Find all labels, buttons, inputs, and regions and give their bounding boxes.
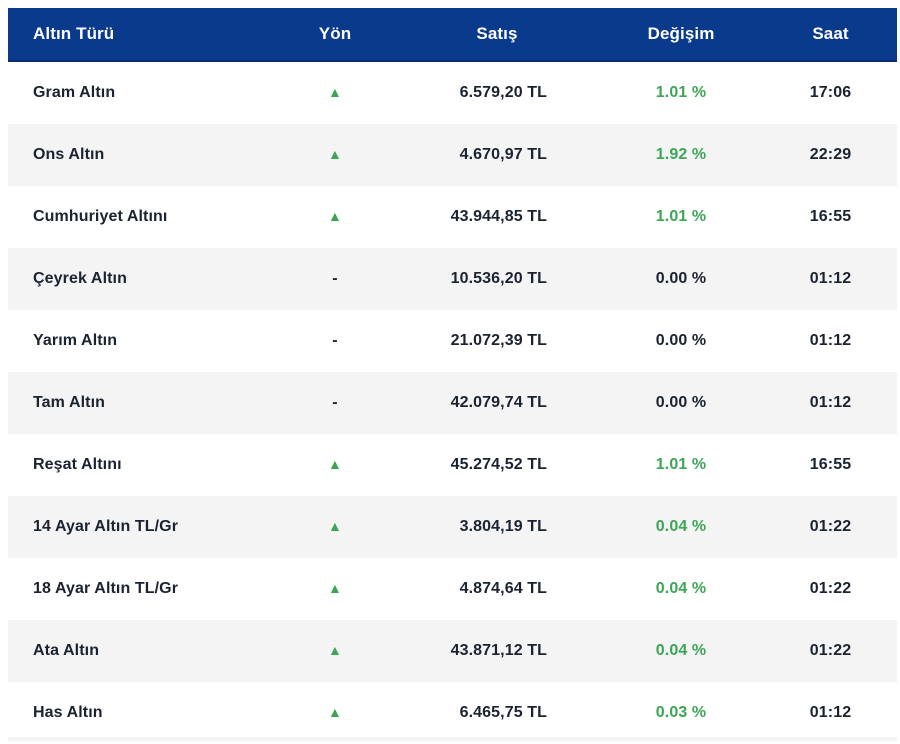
gold-type-label: Yarım Altın <box>33 332 118 349</box>
sell-price-value: 3.804,19 TL <box>459 518 547 535</box>
change-percent-value: 1.92 % <box>655 146 707 163</box>
update-time-value: 01:22 <box>809 518 852 535</box>
table-header-row: Altın Türü Yön Satış Değişim Saat <box>8 8 897 62</box>
change-percent-value: 0.00 % <box>655 332 707 349</box>
direction-cell: ▲ <box>258 456 412 474</box>
up-triangle-icon: ▲ <box>328 642 342 658</box>
update-time-value: 16:55 <box>809 456 852 473</box>
direction-cell: - <box>258 270 412 288</box>
sell-price-value: 10.536,20 TL <box>450 270 547 287</box>
table-row[interactable]: 18 Ayar Altın TL/Gr ▲ 4.874,64 TL 0.04 %… <box>8 558 897 620</box>
gold-type-label: Cumhuriyet Altını <box>33 208 168 225</box>
change-percent-value: 0.04 % <box>655 642 707 659</box>
no-change-dash-icon: - <box>332 332 338 349</box>
direction-cell: ▲ <box>258 580 412 598</box>
update-time-value: 16:55 <box>809 208 852 225</box>
direction-cell: - <box>258 394 412 412</box>
column-header-change: Değişim <box>647 24 715 43</box>
sell-price-value: 43.871,12 TL <box>450 642 547 659</box>
change-percent-value: 0.04 % <box>655 580 707 597</box>
sell-price-value: 45.274,52 TL <box>450 456 547 473</box>
table-row[interactable]: 14 Ayar Altın TL/Gr ▲ 3.804,19 TL 0.04 %… <box>8 496 897 558</box>
gold-type-label: Gram Altın <box>33 84 116 101</box>
column-header-sell: Satış <box>476 24 518 43</box>
sell-price-value: 21.072,39 TL <box>450 332 547 349</box>
up-triangle-icon: ▲ <box>328 704 342 720</box>
table-row[interactable]: Gram Altın ▲ 6.579,20 TL 1.01 % 17:06 <box>8 62 897 124</box>
change-percent-value: 0.04 % <box>655 518 707 535</box>
column-header-time: Saat <box>812 24 849 43</box>
table-row[interactable]: Tam Altın - 42.079,74 TL 0.00 % 01:12 <box>8 372 897 434</box>
table-body: Gram Altın ▲ 6.579,20 TL 1.01 % 17:06 On… <box>8 62 897 744</box>
gold-type-label: Reşat Altını <box>33 456 122 473</box>
gold-type-label: 18 Ayar Altın TL/Gr <box>33 580 179 597</box>
up-triangle-icon: ▲ <box>328 84 342 100</box>
table-row[interactable]: Has Altın ▲ 6.465,75 TL 0.03 % 01:12 <box>8 682 897 744</box>
table-row[interactable]: Ata Altın ▲ 43.871,12 TL 0.04 % 01:22 <box>8 620 897 682</box>
gold-type-label: 14 Ayar Altın TL/Gr <box>33 518 179 535</box>
update-time-value: 17:06 <box>809 84 852 101</box>
change-percent-value: 1.01 % <box>655 208 707 225</box>
change-percent-value: 1.01 % <box>655 84 707 101</box>
sell-price-value: 4.874,64 TL <box>459 580 547 597</box>
update-time-value: 01:12 <box>809 704 852 721</box>
update-time-value: 01:22 <box>809 580 852 597</box>
gold-type-label: Ons Altın <box>33 146 105 163</box>
direction-cell: - <box>258 332 412 350</box>
direction-cell: ▲ <box>258 642 412 660</box>
up-triangle-icon: ▲ <box>328 456 342 472</box>
up-triangle-icon: ▲ <box>328 208 342 224</box>
update-time-value: 22:29 <box>809 146 852 163</box>
table-row[interactable]: Ons Altın ▲ 4.670,97 TL 1.92 % 22:29 <box>8 124 897 186</box>
sell-price-value: 6.465,75 TL <box>459 704 547 721</box>
gold-type-label: Has Altın <box>33 704 103 721</box>
change-percent-value: 1.01 % <box>655 456 707 473</box>
change-percent-value: 0.00 % <box>655 270 707 287</box>
direction-cell: ▲ <box>258 146 412 164</box>
up-triangle-icon: ▲ <box>328 518 342 534</box>
direction-cell: ▲ <box>258 84 412 102</box>
sell-price-value: 42.079,74 TL <box>450 394 547 411</box>
sell-price-value: 4.670,97 TL <box>459 146 547 163</box>
direction-cell: ▲ <box>258 518 412 536</box>
update-time-value: 01:12 <box>809 394 852 411</box>
gold-prices-table: Altın Türü Yön Satış Değişim Saat Gram A… <box>8 8 897 744</box>
partial-next-row <box>8 737 897 741</box>
sell-price-value: 43.944,85 TL <box>450 208 547 225</box>
gold-type-label: Tam Altın <box>33 394 106 411</box>
update-time-value: 01:22 <box>809 642 852 659</box>
gold-type-label: Ata Altın <box>33 642 100 659</box>
column-header-direction: Yön <box>318 24 352 43</box>
no-change-dash-icon: - <box>332 394 338 411</box>
column-header-gold-type: Altın Türü <box>33 24 115 43</box>
up-triangle-icon: ▲ <box>328 146 342 162</box>
table-row[interactable]: Reşat Altını ▲ 45.274,52 TL 1.01 % 16:55 <box>8 434 897 496</box>
direction-cell: ▲ <box>258 208 412 226</box>
no-change-dash-icon: - <box>332 270 338 287</box>
table-row[interactable]: Çeyrek Altın - 10.536,20 TL 0.00 % 01:12 <box>8 248 897 310</box>
up-triangle-icon: ▲ <box>328 580 342 596</box>
update-time-value: 01:12 <box>809 270 852 287</box>
gold-type-label: Çeyrek Altın <box>33 270 127 287</box>
table-row[interactable]: Yarım Altın - 21.072,39 TL 0.00 % 01:12 <box>8 310 897 372</box>
update-time-value: 01:12 <box>809 332 852 349</box>
change-percent-value: 0.00 % <box>655 394 707 411</box>
table-row[interactable]: Cumhuriyet Altını ▲ 43.944,85 TL 1.01 % … <box>8 186 897 248</box>
change-percent-value: 0.03 % <box>655 704 707 721</box>
sell-price-value: 6.579,20 TL <box>459 84 547 101</box>
direction-cell: ▲ <box>258 704 412 722</box>
